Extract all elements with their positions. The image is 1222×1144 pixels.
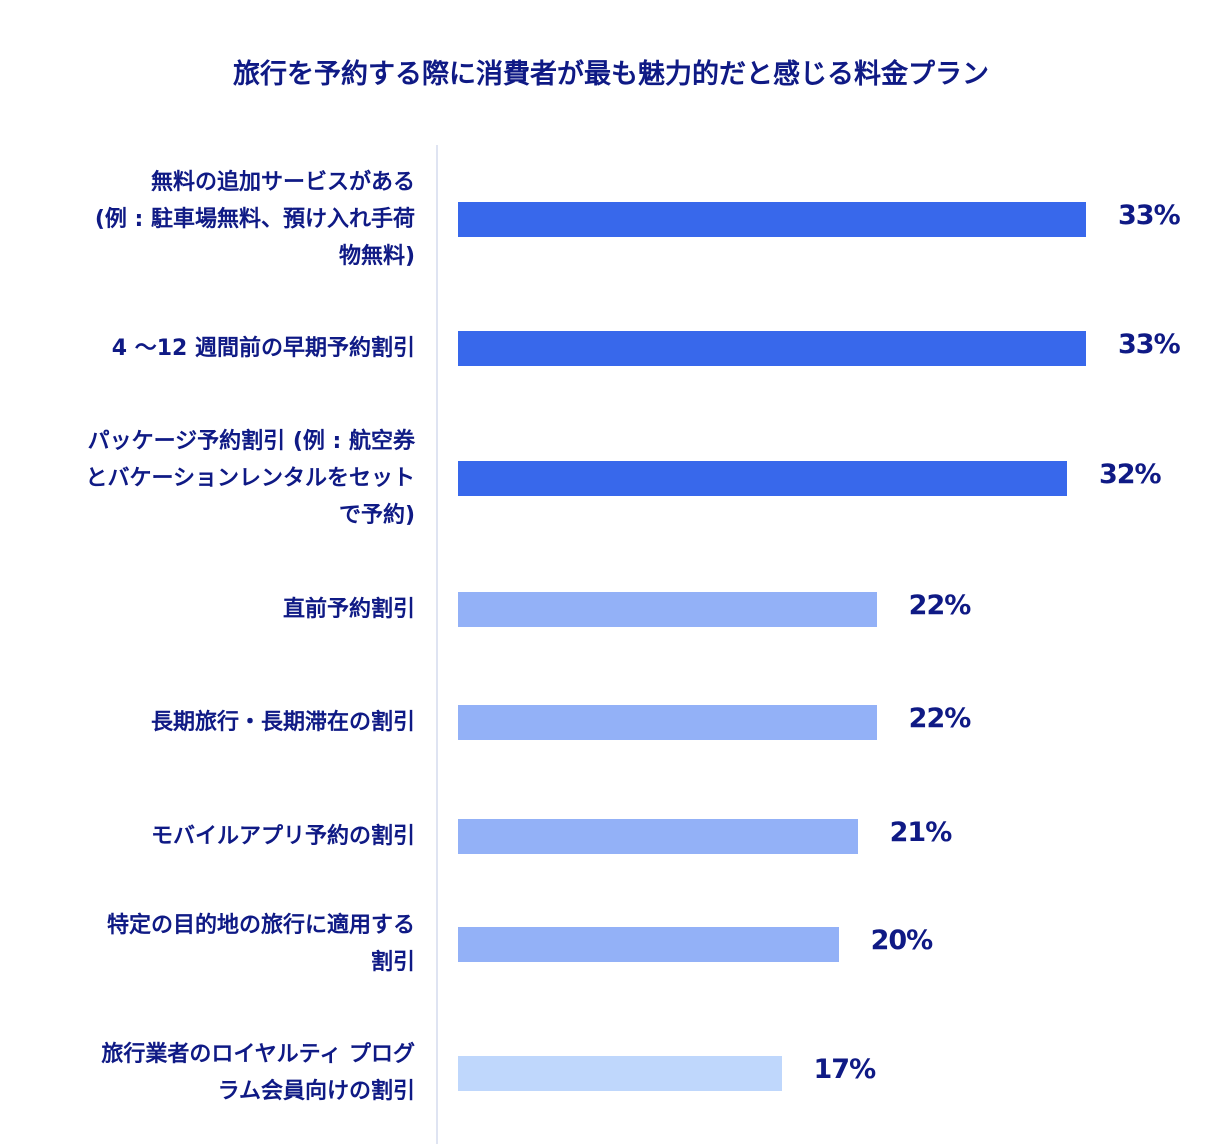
bar-value-label: 21% xyxy=(889,816,953,848)
chart-title: 旅行を予約する際に消費者が最も魅力的だと感じる料金プラン xyxy=(233,59,989,90)
category-axis-line xyxy=(436,145,438,1144)
category-label-line: 旅行業者のロイヤルティ プログ xyxy=(101,1042,415,1067)
category-label: 4 〜12 週間前の早期予約割引 xyxy=(30,330,415,367)
bar-value-label: 17% xyxy=(813,1053,877,1085)
category-label: 長期旅行・長期滞在の割引 xyxy=(30,704,415,741)
category-label: 無料の追加サービスがある (例 : 駐車場無料、預け入れ手荷物無料) xyxy=(30,164,415,275)
category-label-line: 割引 xyxy=(370,950,415,975)
bar xyxy=(458,926,839,962)
bar-value-label: 20% xyxy=(870,924,934,956)
category-label-line: で予約) xyxy=(338,502,415,528)
bar xyxy=(458,330,1086,366)
category-label-line: 長期旅行・長期滞在の割引 xyxy=(150,709,415,735)
bar xyxy=(458,1055,782,1091)
bar-value-label: 32% xyxy=(1098,458,1162,490)
category-label: 特定の目的地の旅行に適用する割引 xyxy=(30,907,415,981)
category-label-line: 無料の追加サービスがある xyxy=(150,169,415,195)
bar-value-label: 33% xyxy=(1118,199,1181,231)
bar xyxy=(458,704,877,740)
bar xyxy=(458,460,1067,496)
category-label-line: パッケージ予約割引 (例 : 航空券 xyxy=(87,428,415,454)
category-label: パッケージ予約割引 (例 : 航空券 とバケーションレンタルをセットで予約) xyxy=(30,423,415,534)
bar xyxy=(458,201,1086,237)
category-label-line: (例 : 駐車場無料、預け入れ手荷 xyxy=(94,206,415,232)
category-label-line: とバケーションレンタルをセット xyxy=(85,465,415,491)
category-label-line: 4 〜12 週間前の早期予約割引 xyxy=(111,335,415,361)
category-label-line: 物無料) xyxy=(338,243,415,269)
bar xyxy=(458,818,858,854)
category-label-line: モバイルアプリ予約の割引 xyxy=(150,823,415,849)
bar-value-label: 22% xyxy=(908,702,972,734)
category-label: 旅行業者のロイヤルティ プログラム会員向けの割引 xyxy=(30,1036,415,1110)
category-label-line: 直前予約割引 xyxy=(282,596,415,622)
category-label: モバイルアプリ予約の割引 xyxy=(30,818,415,855)
category-label-line: ラム会員向けの割引 xyxy=(217,1079,415,1104)
bar-value-label: 22% xyxy=(908,589,972,621)
category-label-line: 特定の目的地の旅行に適用する xyxy=(106,913,415,938)
bar xyxy=(458,591,877,627)
category-label: 直前予約割引 xyxy=(30,591,415,628)
bar-value-label: 33% xyxy=(1118,328,1181,360)
